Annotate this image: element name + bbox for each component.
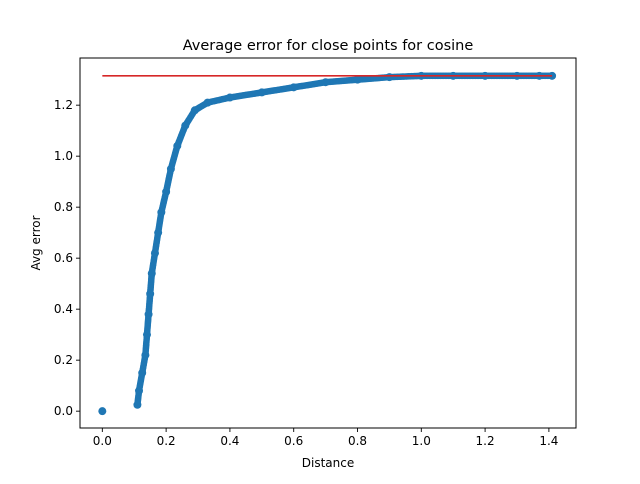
x-tick-label: 1.0 bbox=[412, 434, 431, 448]
x-tick-label: 0.6 bbox=[284, 434, 303, 448]
y-tick-label: 0.0 bbox=[54, 404, 73, 418]
data-point bbox=[353, 75, 362, 84]
plot-frame bbox=[79, 57, 577, 429]
data-point bbox=[225, 93, 234, 102]
marks-layer bbox=[98, 71, 557, 416]
y-tick-label: 0.2 bbox=[54, 353, 73, 367]
data-point bbox=[162, 187, 171, 196]
y-axis: 0.0 0.2 0.4 0.6 0.8 1.0 1.2 bbox=[54, 98, 80, 418]
data-point bbox=[157, 208, 166, 217]
x-axis: 0.0 0.2 0.4 0.6 0.8 1.0 1.2 1.4 bbox=[93, 428, 558, 448]
data-point bbox=[548, 71, 557, 80]
x-tick-label: 0.0 bbox=[93, 434, 112, 448]
x-tick-label: 0.2 bbox=[157, 434, 176, 448]
data-point bbox=[142, 330, 151, 339]
chart-title: Average error for close points for cosin… bbox=[183, 38, 474, 54]
data-point bbox=[147, 269, 156, 278]
x-tick-label: 1.4 bbox=[539, 434, 558, 448]
y-tick-label: 1.2 bbox=[54, 98, 73, 112]
data-point bbox=[138, 368, 147, 377]
data-point bbox=[98, 407, 107, 416]
data-point bbox=[181, 121, 190, 130]
y-tick-label: 0.8 bbox=[54, 200, 73, 214]
x-axis-label: Distance bbox=[302, 456, 354, 470]
data-point bbox=[166, 164, 175, 173]
y-tick-label: 0.4 bbox=[54, 302, 73, 316]
data-point bbox=[321, 78, 330, 87]
data-point bbox=[146, 289, 155, 298]
data-point bbox=[154, 228, 163, 237]
y-axis-label: Avg error bbox=[29, 215, 43, 270]
data-point bbox=[289, 83, 298, 92]
plot-area-background bbox=[80, 58, 576, 428]
x-tick-label: 1.2 bbox=[476, 434, 495, 448]
y-tick-label: 1.0 bbox=[54, 149, 73, 163]
y-tick-label: 0.6 bbox=[54, 251, 73, 265]
data-point bbox=[257, 88, 266, 97]
data-point bbox=[173, 141, 182, 150]
data-point bbox=[203, 98, 212, 107]
data-point bbox=[135, 386, 144, 395]
data-point bbox=[150, 249, 159, 258]
x-tick-label: 0.8 bbox=[348, 434, 367, 448]
data-point bbox=[133, 400, 142, 409]
data-point bbox=[141, 351, 150, 360]
data-point bbox=[144, 310, 153, 319]
data-point bbox=[385, 73, 394, 82]
data-point bbox=[190, 106, 199, 115]
x-tick-label: 0.4 bbox=[220, 434, 239, 448]
